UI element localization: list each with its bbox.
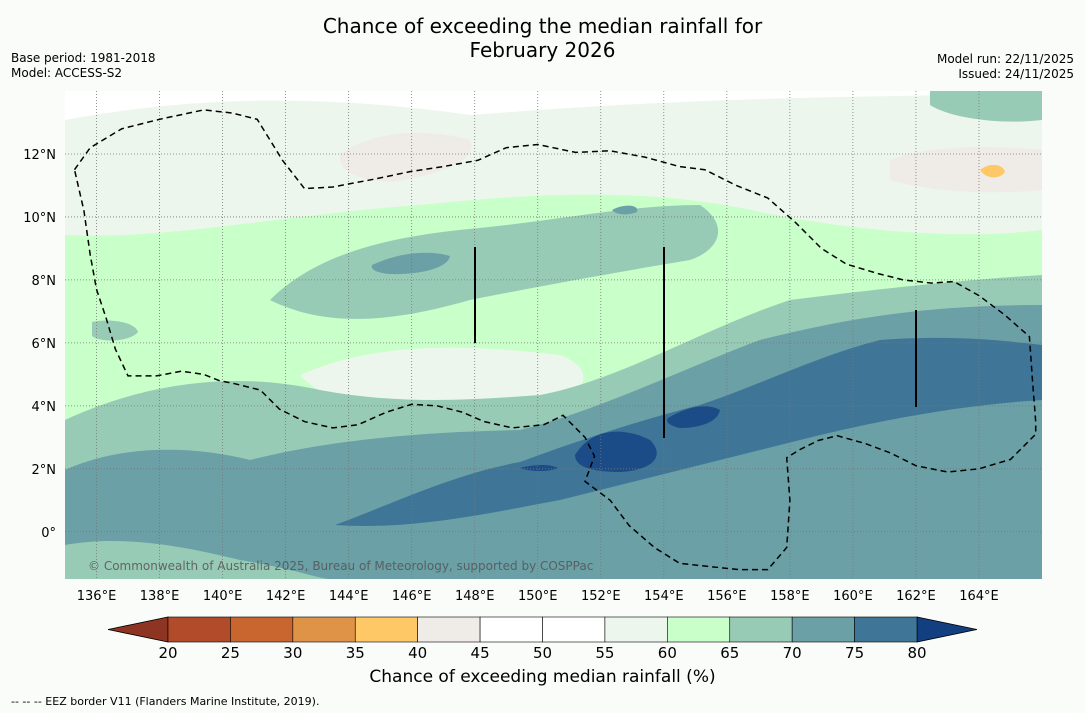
lat-label-12: 12°N	[23, 148, 56, 163]
lat-label-6: 6°N	[32, 337, 57, 352]
colorbar-tick-25: 25	[221, 644, 240, 662]
colorbar-under-arrow	[107, 616, 169, 643]
contour-70-75-small	[612, 205, 638, 215]
lon-label-160: 160°E	[833, 589, 873, 604]
lon-label-144: 144°E	[329, 589, 369, 604]
colorbar-title: Chance of exceeding median rainfall (%)	[369, 667, 716, 687]
eez-border	[73, 109, 1037, 571]
colorbar-bin-65-70	[729, 616, 793, 643]
contour-over-80-south	[520, 465, 558, 471]
colorbar-tick-20: 20	[158, 644, 177, 662]
colorbar-bin-45-50	[479, 616, 543, 643]
contour-65-70-north	[930, 91, 1042, 122]
lon-label-150: 150°E	[518, 589, 558, 604]
lon-label-152: 152°E	[581, 589, 621, 604]
eez-border-group	[73, 109, 1037, 571]
contour-40-45-east	[890, 147, 1042, 193]
model-run-label: Model run: 22/11/2025	[936, 52, 1074, 66]
colorbar-bin-20-25	[167, 616, 231, 643]
colorbar-tick-65: 65	[720, 644, 739, 662]
title-line-1: Chance of exceeding the median rainfall …	[322, 14, 763, 38]
map-area	[65, 91, 1042, 579]
lat-label-8: 8°N	[32, 274, 57, 289]
colorbar-bin-30-35	[292, 616, 356, 643]
copyright-text: © Commonwealth of Australia 2025, Bureau…	[88, 559, 593, 573]
colorbar-over-arrow	[916, 616, 978, 643]
model-label: Model: ACCESS-S2	[11, 66, 123, 80]
lat-label-4: 4°N	[32, 400, 57, 415]
lon-label-164: 164°E	[959, 589, 999, 604]
contour-65-70-west	[92, 320, 138, 341]
map-title: Chance of exceeding the median rainfall …	[0, 14, 1085, 62]
contour-40-45-west	[339, 132, 472, 182]
colorbar-bin-35-40	[354, 616, 418, 643]
colorbar-bin-55-60	[604, 616, 668, 643]
title-line-2: February 2026	[469, 38, 616, 62]
contour-70-75-north	[371, 252, 450, 275]
lon-label-162: 162°E	[896, 589, 936, 604]
colorbar-tick-75: 75	[845, 644, 864, 662]
contour-over-80-main	[575, 431, 657, 472]
lat-label-2: 2°N	[32, 463, 57, 478]
issued-label: Issued: 24/11/2025	[958, 67, 1074, 81]
contour-over-80-east	[667, 406, 720, 428]
meta-right: Model run: 22/11/2025 Issued: 24/11/2025	[937, 52, 1074, 82]
lon-label-136: 136°E	[77, 589, 117, 604]
colorbar-tick-70: 70	[783, 644, 802, 662]
meta-left: Base period: 1981-2018 Model: ACCESS-S2	[11, 51, 156, 81]
colorbar	[107, 616, 978, 643]
lon-label-148: 148°E	[455, 589, 495, 604]
colorbar-tick-50: 50	[533, 644, 552, 662]
colorbar-tick-30: 30	[283, 644, 302, 662]
colorbar-tick-45: 45	[471, 644, 490, 662]
longitude-labels: 136°E 138°E 140°E 142°E 144°E 146°E 148°E 150°E…	[77, 589, 999, 604]
contour-75-80	[335, 337, 1042, 526]
contour-35-40-patch	[980, 164, 1005, 178]
lon-label-156: 156°E	[707, 589, 747, 604]
eez-footnote: -- -- -- EEZ border V11 (Flanders Marine…	[11, 695, 320, 708]
colorbar-tick-80: 80	[907, 644, 926, 662]
colorbar-bin-70-75	[791, 616, 855, 643]
colorbar-bin-25-30	[230, 616, 294, 643]
colorbar-tick-55: 55	[595, 644, 614, 662]
colorbar-bin-75-80	[854, 616, 918, 643]
colorbar-tick-40: 40	[408, 644, 427, 662]
contour-65-70-southwest	[65, 540, 330, 579]
lat-label-0: 0°	[41, 526, 56, 541]
colorbar-tick-60: 60	[658, 644, 677, 662]
base-period-label: Base period: 1981-2018	[11, 51, 156, 65]
lon-label-154: 154°E	[644, 589, 684, 604]
colorbar-bin-50-55	[542, 616, 606, 643]
lon-label-158: 158°E	[770, 589, 810, 604]
lon-label-142: 142°E	[266, 589, 306, 604]
colorbar-bin-40-45	[417, 616, 481, 643]
lon-label-138: 138°E	[140, 589, 180, 604]
colorbar-ticks: 20 25 30 35 40 45 50 55 60 65 70 75 80	[158, 644, 926, 662]
colorbar-bin-60-65	[667, 616, 731, 643]
contour-65-70	[270, 205, 719, 319]
lon-label-146: 146°E	[392, 589, 432, 604]
latitude-labels: 12°N 10°N 8°N 6°N 4°N 2°N 0°	[23, 148, 56, 541]
colorbar-tick-35: 35	[346, 644, 365, 662]
lat-label-10: 10°N	[23, 211, 56, 226]
lon-label-140: 140°E	[203, 589, 243, 604]
